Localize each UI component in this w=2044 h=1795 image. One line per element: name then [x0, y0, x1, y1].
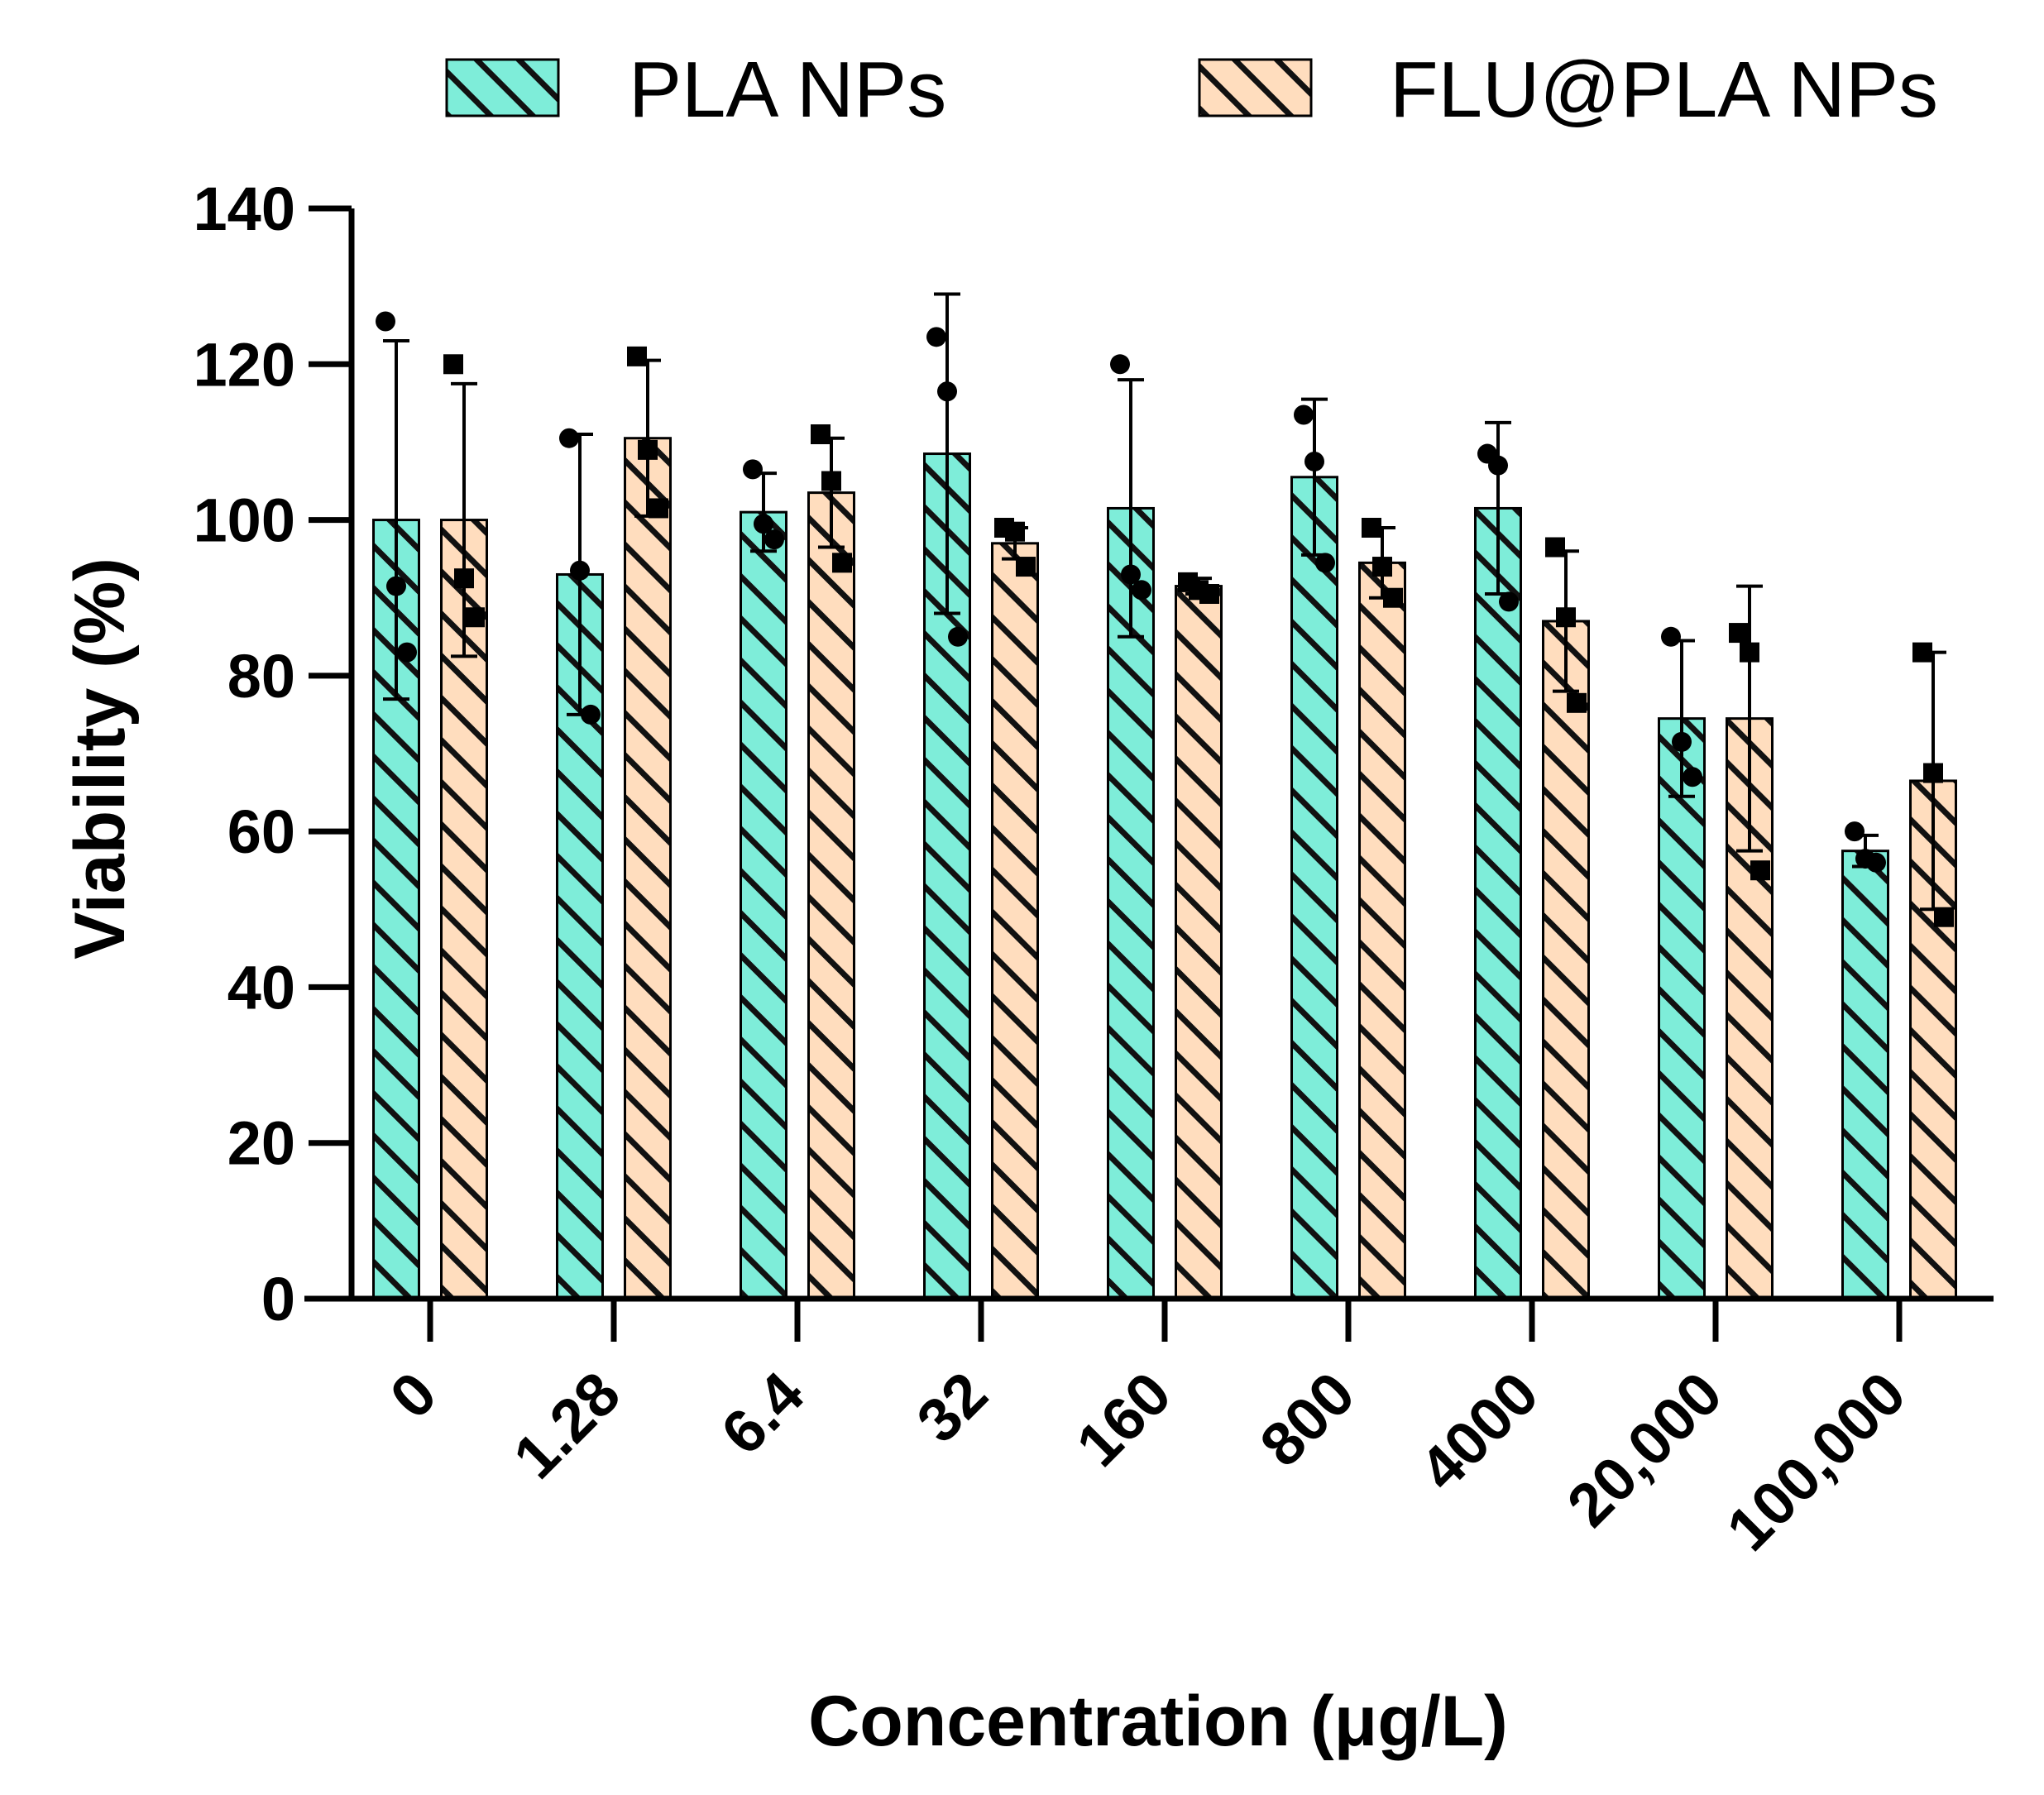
- y-tick-label-3: 60: [227, 797, 295, 866]
- point-flu-pla-nps-7-1: [1740, 642, 1759, 663]
- legend-swatch-flu: [1198, 58, 1313, 117]
- point-pla-nps-1-0: [559, 428, 579, 448]
- bar-flu-pla-nps-4: [1175, 585, 1223, 1300]
- point-pla-nps-5-1: [1304, 451, 1324, 471]
- x-tick-label-0: 0: [377, 1359, 450, 1432]
- point-pla-nps-8-2: [1866, 852, 1886, 873]
- x-tick-label-7: 20,000: [1554, 1359, 1735, 1540]
- y-tick-label-6: 120: [194, 330, 295, 399]
- data-points-layer: [376, 311, 1954, 927]
- point-flu-pla-nps-1-0: [627, 346, 647, 366]
- point-pla-nps-4-0: [1110, 354, 1130, 375]
- bar-pla-nps-5: [1290, 476, 1338, 1300]
- bar-pla-nps-8: [1841, 850, 1889, 1300]
- point-pla-nps-6-2: [1499, 591, 1519, 612]
- point-flu-pla-nps-0-1: [454, 568, 474, 589]
- point-pla-nps-0-2: [397, 642, 417, 663]
- x-tick-label-2: 6.4: [708, 1359, 816, 1467]
- point-pla-nps-3-0: [926, 327, 946, 347]
- x-tick-label-6: 4000: [1406, 1359, 1551, 1504]
- y-tick-label-0: 0: [261, 1265, 295, 1333]
- bars-layer: [372, 437, 1957, 1300]
- point-pla-nps-4-2: [1132, 580, 1151, 601]
- y-tick-label-4: 80: [227, 642, 295, 711]
- point-pla-nps-7-0: [1661, 626, 1681, 647]
- point-flu-pla-nps-6-2: [1567, 692, 1587, 713]
- point-pla-nps-0-0: [376, 311, 395, 332]
- point-flu-pla-nps-3-2: [1016, 557, 1036, 577]
- x-tick-label-4: 160: [1063, 1359, 1184, 1480]
- point-pla-nps-1-1: [570, 560, 590, 581]
- point-pla-nps-3-1: [937, 381, 957, 402]
- x-axis-title: Concentration (μg/L): [808, 1682, 1508, 1761]
- point-flu-pla-nps-2-0: [811, 424, 831, 445]
- point-flu-pla-nps-8-0: [1912, 642, 1932, 663]
- point-pla-nps-3-2: [948, 626, 968, 647]
- bar-flu-pla-nps-2: [807, 491, 855, 1300]
- point-flu-pla-nps-0-0: [443, 354, 463, 375]
- x-tick-label-8: 100,000: [1713, 1359, 1918, 1564]
- x-tick-label-1: 1.28: [500, 1359, 634, 1492]
- point-flu-pla-nps-7-2: [1750, 860, 1770, 881]
- y-axis-title: Viability (%): [60, 558, 140, 960]
- point-pla-nps-5-2: [1315, 553, 1335, 573]
- point-pla-nps-6-1: [1488, 455, 1508, 476]
- bar-flu-pla-nps-1: [624, 437, 672, 1300]
- point-flu-pla-nps-2-2: [832, 553, 852, 573]
- point-flu-pla-nps-6-1: [1556, 607, 1576, 628]
- y-tick-label-7: 140: [194, 175, 295, 243]
- legend-label-flu: FLU@PLA NPs: [1390, 45, 1938, 134]
- point-flu-pla-nps-3-1: [1005, 521, 1025, 542]
- point-flu-pla-nps-5-2: [1383, 587, 1403, 608]
- point-pla-nps-2-0: [743, 459, 763, 480]
- y-tick-label-1: 20: [227, 1109, 295, 1178]
- point-pla-nps-0-1: [386, 576, 406, 596]
- point-pla-nps-2-1: [754, 514, 773, 534]
- point-pla-nps-1-2: [581, 704, 601, 725]
- legend-swatch-pla: [445, 58, 560, 117]
- bar-pla-nps-2: [740, 510, 787, 1300]
- bar-flu-pla-nps-5: [1358, 561, 1406, 1300]
- point-pla-nps-8-0: [1845, 821, 1864, 842]
- bar-pla-nps-3: [923, 452, 971, 1300]
- y-tick-label-5: 100: [194, 486, 295, 555]
- point-flu-pla-nps-5-0: [1362, 517, 1381, 538]
- point-pla-nps-5-0: [1294, 404, 1314, 425]
- point-flu-pla-nps-7-0: [1729, 623, 1749, 644]
- x-tick-label-3: 32: [903, 1359, 1000, 1456]
- error-bar-pla-nps-0: [383, 339, 409, 701]
- legend: PLA NPs FLU@PLA NPs: [445, 45, 1938, 134]
- bar-flu-pla-nps-6: [1542, 620, 1590, 1300]
- point-flu-pla-nps-8-1: [1923, 763, 1943, 783]
- point-flu-pla-nps-5-1: [1372, 557, 1392, 577]
- point-flu-pla-nps-2-1: [821, 471, 841, 491]
- point-flu-pla-nps-4-2: [1199, 584, 1219, 605]
- point-flu-pla-nps-6-0: [1545, 537, 1565, 558]
- point-flu-pla-nps-1-2: [649, 498, 668, 519]
- error-bar-pla-nps-5: [1301, 397, 1328, 557]
- point-flu-pla-nps-1-1: [638, 439, 658, 460]
- bar-pla-nps-6: [1474, 506, 1522, 1300]
- bar-flu-pla-nps-3: [991, 542, 1039, 1300]
- point-pla-nps-7-2: [1683, 767, 1702, 787]
- point-flu-pla-nps-0-2: [465, 607, 485, 628]
- bar-pla-nps-7: [1658, 717, 1706, 1300]
- point-pla-nps-2-2: [764, 529, 784, 550]
- x-tick-label-5: 800: [1247, 1359, 1367, 1480]
- y-tick-label-2: 40: [227, 953, 295, 1022]
- point-pla-nps-4-1: [1121, 564, 1141, 585]
- point-flu-pla-nps-8-2: [1934, 907, 1954, 927]
- error-bar-pla-nps-3: [934, 292, 960, 615]
- error-bars-layer: [383, 292, 1946, 912]
- legend-label-pla: PLA NPs: [629, 45, 946, 134]
- point-pla-nps-7-1: [1672, 731, 1692, 752]
